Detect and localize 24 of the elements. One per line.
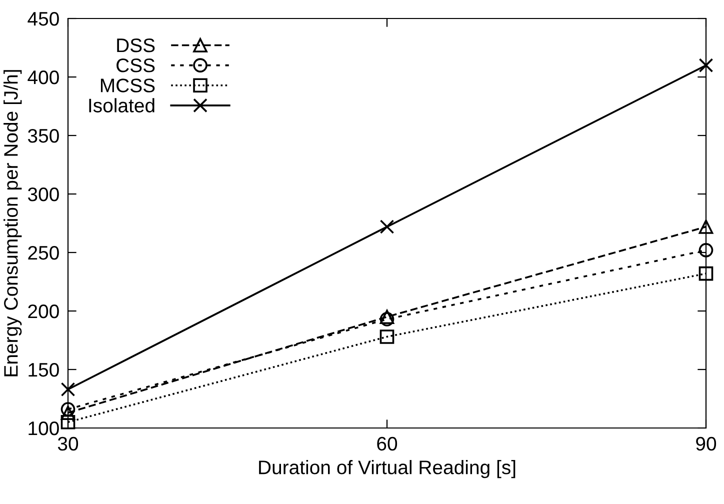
y-tick-label: 450 bbox=[28, 12, 59, 26]
point bbox=[698, 266, 714, 281]
point bbox=[698, 220, 714, 234]
point bbox=[60, 402, 76, 416]
y-axis-title: Energy Consumption per Node [J/h] bbox=[4, 70, 22, 376]
x-tick-label: 90 bbox=[696, 436, 716, 451]
y-tick-label: 350 bbox=[28, 128, 59, 143]
legend-label: DSS bbox=[117, 38, 155, 52]
y-tick-label: 250 bbox=[28, 246, 59, 260]
legend-label: Isolated bbox=[89, 98, 154, 112]
legend-label: MCSS bbox=[100, 78, 155, 92]
y-tick-label: 400 bbox=[28, 70, 59, 84]
x-tick-label: 60 bbox=[377, 436, 398, 451]
y-tick-label: 100 bbox=[28, 421, 59, 436]
point bbox=[698, 243, 714, 258]
point bbox=[698, 58, 714, 72]
legend-label: CSS bbox=[116, 58, 155, 72]
x-axis-title: Duration of Virtual Reading [s] bbox=[259, 460, 516, 478]
y-tick-label: 150 bbox=[28, 362, 59, 377]
point bbox=[60, 382, 76, 397]
y-tick-label: 300 bbox=[28, 187, 59, 202]
point bbox=[380, 330, 394, 344]
y-tick-label: 200 bbox=[28, 304, 59, 318]
x-tick-label: 30 bbox=[58, 436, 78, 451]
